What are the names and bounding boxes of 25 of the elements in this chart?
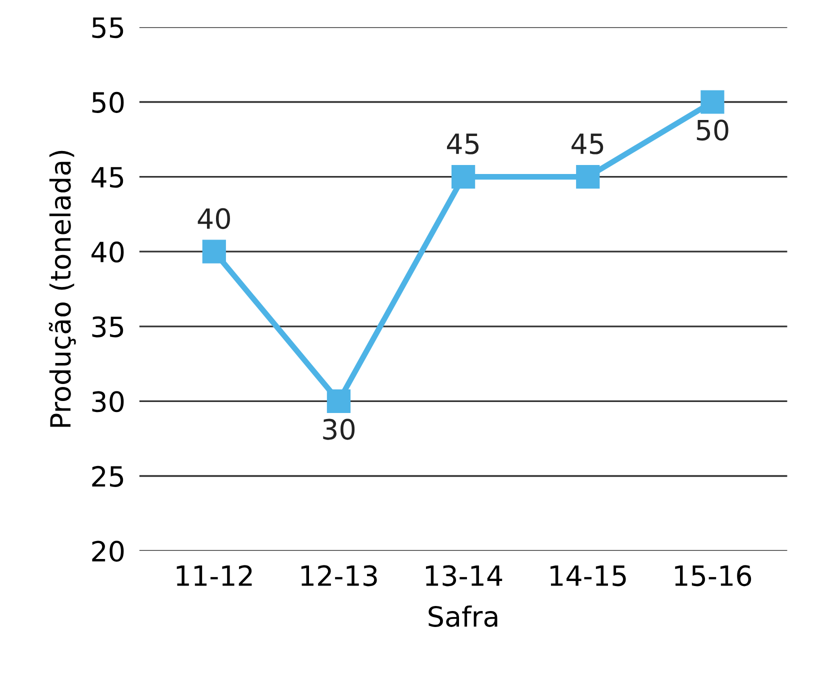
point <box>451 164 476 189</box>
y-tick-label: 45 <box>92 167 124 188</box>
y-tick-label: 40 <box>92 242 124 263</box>
data-label: 45 <box>572 134 604 154</box>
x-tick-label: 12-13 <box>301 565 377 586</box>
y-tick-label: 25 <box>92 466 124 487</box>
x-tick-label: 11-12 <box>176 565 252 586</box>
data-label: 30 <box>323 418 355 440</box>
data-label: 40 <box>198 208 230 230</box>
x-tick-label: 13-14 <box>426 565 502 586</box>
data-label: 50 <box>696 120 728 141</box>
point <box>202 240 226 264</box>
x-tick-label: 15-16 <box>675 565 752 586</box>
y-tick-label: 55 <box>92 18 124 38</box>
point <box>576 164 600 189</box>
y-tick-label: 20 <box>92 540 124 562</box>
point <box>700 90 724 114</box>
y-tick-label: 35 <box>92 316 124 338</box>
data-label: 45 <box>446 134 479 154</box>
y-tick-label: 50 <box>92 92 124 113</box>
y-axis-title: Produção (tonelada) <box>48 150 76 427</box>
x-tick-label: 14-15 <box>550 566 626 586</box>
y-tick-label: 30 <box>92 391 124 412</box>
x-axis-title: Safra <box>428 605 498 627</box>
point <box>326 389 351 414</box>
